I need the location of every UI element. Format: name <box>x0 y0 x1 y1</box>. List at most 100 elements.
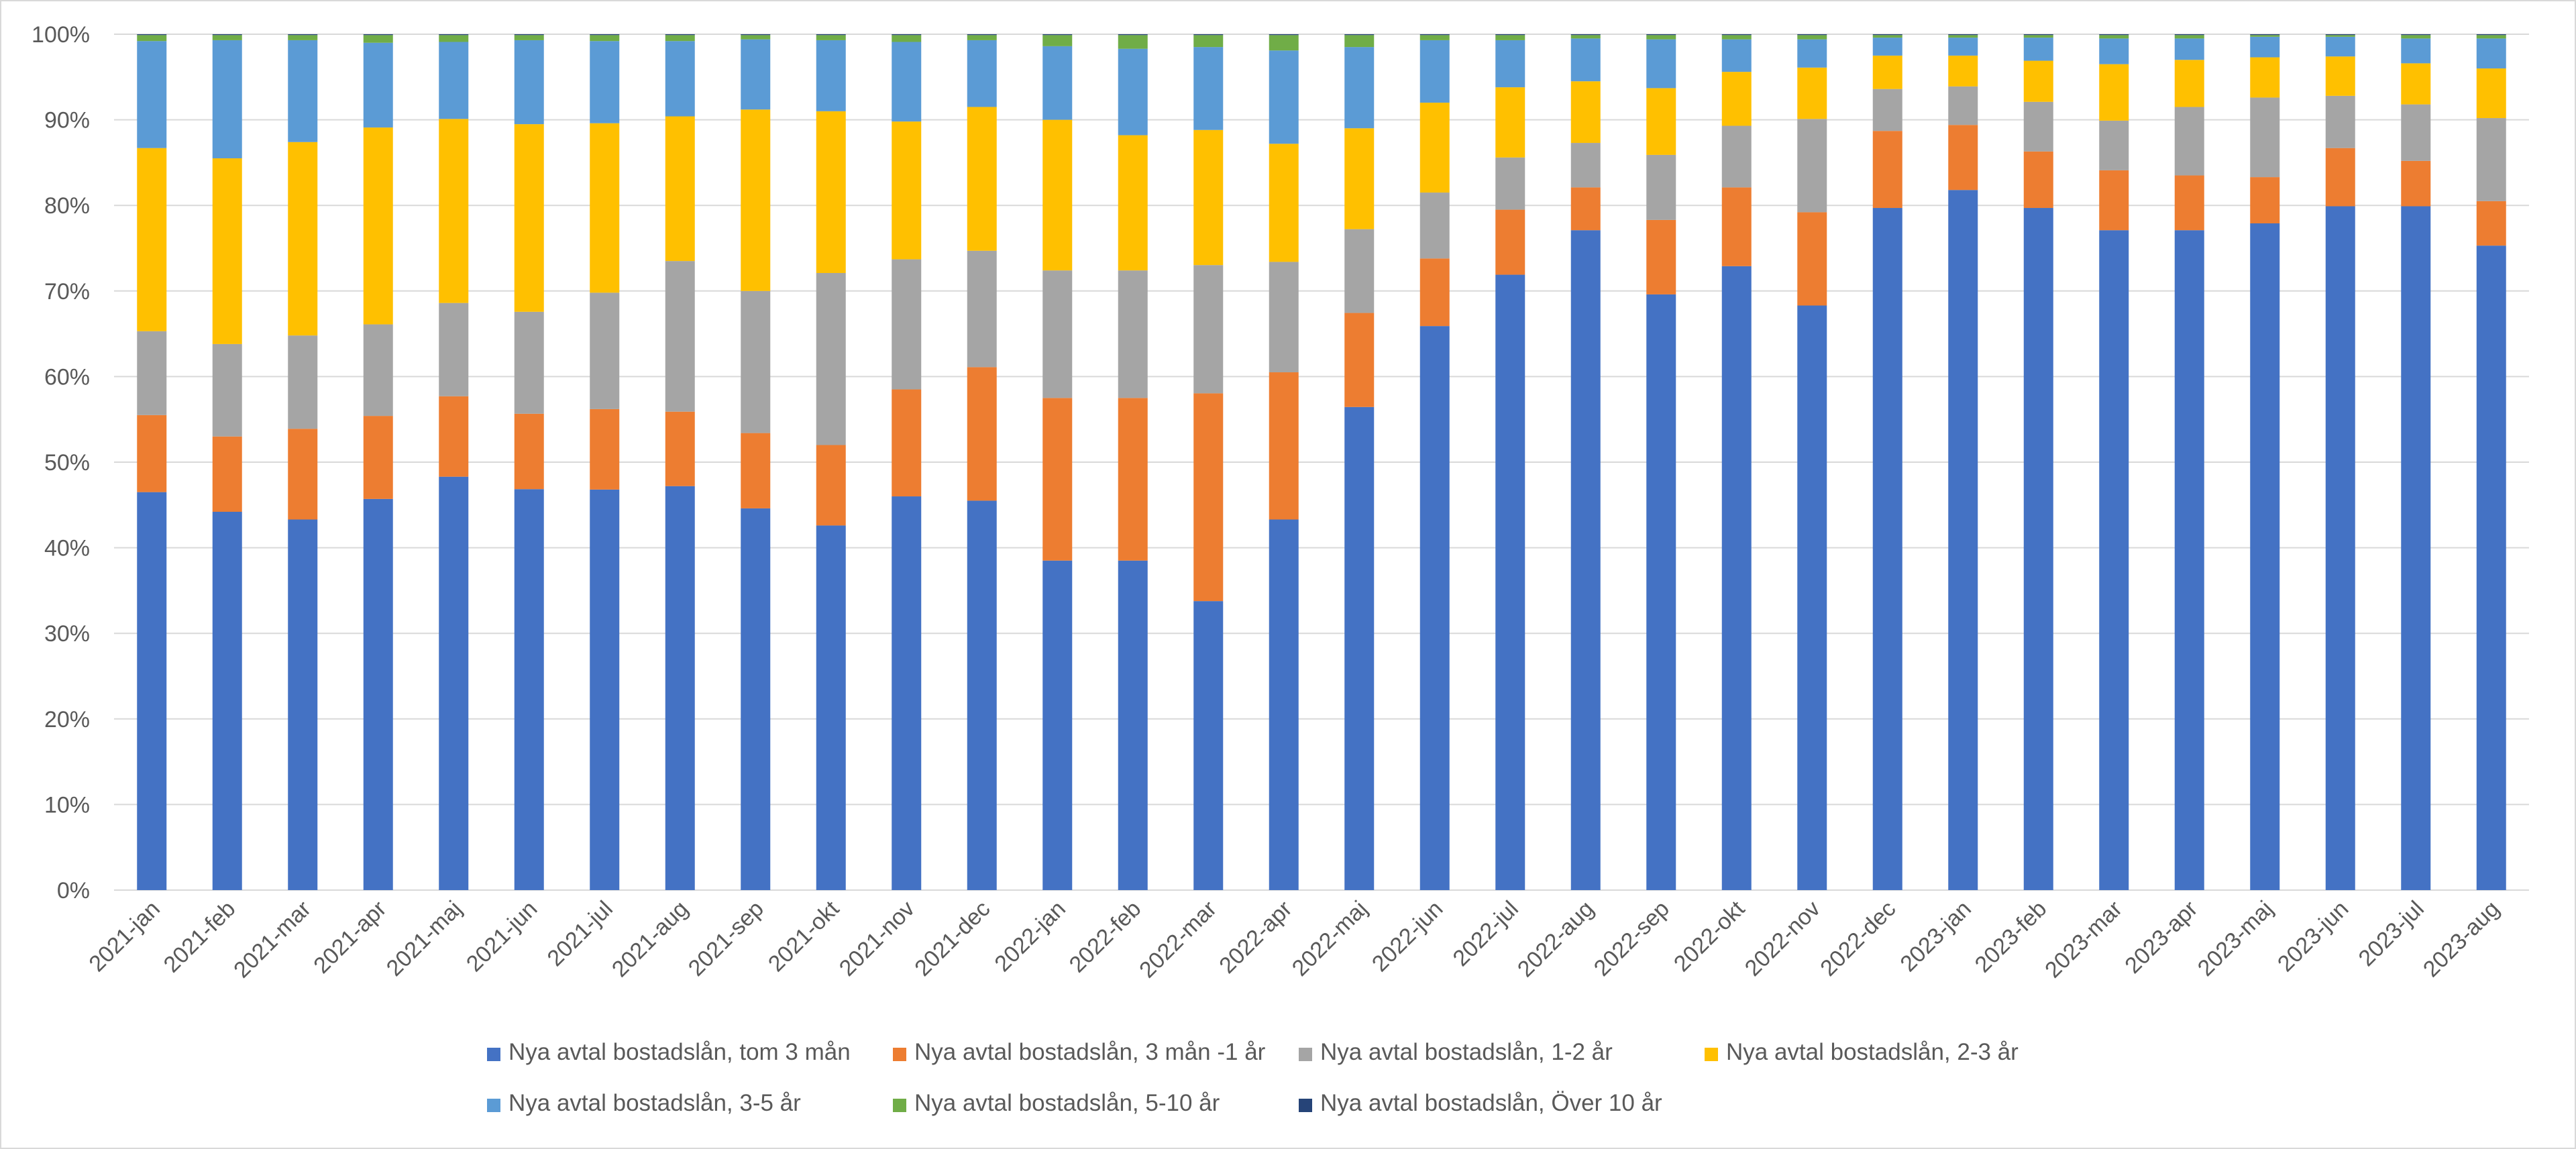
bar-segment <box>2174 38 2204 60</box>
bar-segment <box>2476 34 2506 36</box>
bar-segment <box>892 259 922 390</box>
bar-segment <box>1721 72 1752 126</box>
bar-segment <box>1872 131 1902 209</box>
legend-label: Nya avtal bostadslån, tom 3 mån <box>508 1039 851 1065</box>
bar-segment <box>1948 55 1978 87</box>
bar-segment <box>1495 34 1525 36</box>
bar-segment <box>288 429 318 520</box>
x-tick-label: 2022-feb <box>1065 896 1146 978</box>
bar-segment <box>2401 63 2431 105</box>
bar-segment <box>2325 95 2355 148</box>
bar-segment <box>1646 219 1676 294</box>
bar-segment <box>2099 170 2129 231</box>
bar-segment <box>590 292 620 409</box>
x-tick-label: 2022-okt <box>1669 895 1750 977</box>
bar-segment <box>1118 135 1148 271</box>
bar-segment <box>514 34 544 36</box>
bar-segment <box>1344 128 1375 229</box>
bar-segment <box>137 148 167 331</box>
bar-segment <box>1948 190 1978 891</box>
bar-segment <box>2401 206 2431 890</box>
x-tick-label: 2021-jan <box>84 896 164 977</box>
bar-segment <box>741 39 771 110</box>
bar-segment <box>1193 34 1224 36</box>
bar-segment <box>1872 35 1902 38</box>
bar-segment <box>1646 35 1676 40</box>
bar-segment <box>2023 34 2053 36</box>
bar-segment <box>1193 35 1224 48</box>
bar-segment <box>2401 160 2431 207</box>
bar-segment <box>2099 64 2129 121</box>
x-tick-label: 2022-sep <box>1589 896 1674 981</box>
bar-segment <box>2023 208 2053 890</box>
bar-segment <box>2325 36 2355 57</box>
bar-segment <box>2174 107 2204 176</box>
bar-segment <box>137 35 167 42</box>
bar-segment <box>363 127 393 325</box>
bar-segment <box>2250 36 2280 58</box>
bar-segment <box>2099 34 2129 36</box>
bar-segment <box>967 34 997 36</box>
legend-swatch <box>893 1048 906 1061</box>
bar-segment <box>1269 262 1299 373</box>
x-tick-label: 2022-nov <box>1740 896 1825 981</box>
bar-segment <box>1721 35 1752 40</box>
bar-segment <box>590 489 620 890</box>
x-tick-label: 2021-dec <box>910 896 995 981</box>
x-tick-label: 2022-aug <box>1513 896 1599 982</box>
bar-segment <box>2476 245 2506 890</box>
bar-segment <box>1948 34 1978 36</box>
bar-segment <box>2401 34 2431 36</box>
bar-segment <box>892 34 922 36</box>
bar-segment <box>1269 34 1299 36</box>
bar-segment <box>1646 154 1676 220</box>
bar-segment <box>590 41 620 123</box>
bar-segment <box>1570 81 1601 144</box>
bar-segment <box>1419 193 1450 259</box>
bar-segment <box>2174 34 2204 36</box>
bar-segment <box>1269 144 1299 262</box>
bar-segment <box>439 396 469 477</box>
bar-segment <box>1193 393 1224 602</box>
bar-segment <box>1646 294 1676 890</box>
bar-segment <box>1344 47 1375 129</box>
bar-segment <box>514 311 544 414</box>
bar-segment <box>1118 35 1148 49</box>
bar-segment <box>1495 209 1525 275</box>
bar-segment <box>1570 187 1601 231</box>
bar-segment <box>2325 148 2355 207</box>
bar-segment <box>2476 201 2506 246</box>
bar-segment <box>1269 519 1299 890</box>
x-tick-label: 2022-jul <box>1448 896 1523 971</box>
bar-segment <box>2250 35 2280 37</box>
bar-segment <box>741 109 771 291</box>
bar-segment <box>2325 56 2355 96</box>
bar-segment <box>288 519 318 890</box>
bars <box>137 34 2506 891</box>
bar-segment <box>2476 118 2506 201</box>
bar-segment <box>1118 398 1148 561</box>
x-tick-label: 2021-jun <box>462 896 542 977</box>
bar-segment <box>212 35 242 40</box>
bar-segment <box>212 343 242 437</box>
bar-segment <box>1269 372 1299 520</box>
bar-segment <box>892 496 922 890</box>
bar-segment <box>439 42 469 119</box>
bar-segment <box>590 123 620 293</box>
bar-segment <box>288 142 318 336</box>
bar-segment <box>1948 38 1978 56</box>
bar-segment <box>1193 601 1224 890</box>
bar-segment <box>2023 101 2053 152</box>
x-tick-label: 2021-sep <box>684 896 769 981</box>
bar-segment <box>892 389 922 497</box>
bar-segment <box>1269 50 1299 144</box>
bar-segment <box>288 34 318 36</box>
bar-segment <box>1269 35 1299 51</box>
x-tick-label: 2023-jul <box>2353 896 2428 971</box>
bar-segment <box>816 34 846 36</box>
bar-segment <box>2476 35 2506 39</box>
y-axis-tick-labels: 0% 10% 20% 30% 40% 50% 60% 70% 80% 90% 100% <box>32 22 90 904</box>
legend-swatch <box>487 1048 500 1061</box>
gridlines <box>114 34 2529 891</box>
legend-label: Nya avtal bostadslån, 1-2 år <box>1320 1039 1613 1065</box>
